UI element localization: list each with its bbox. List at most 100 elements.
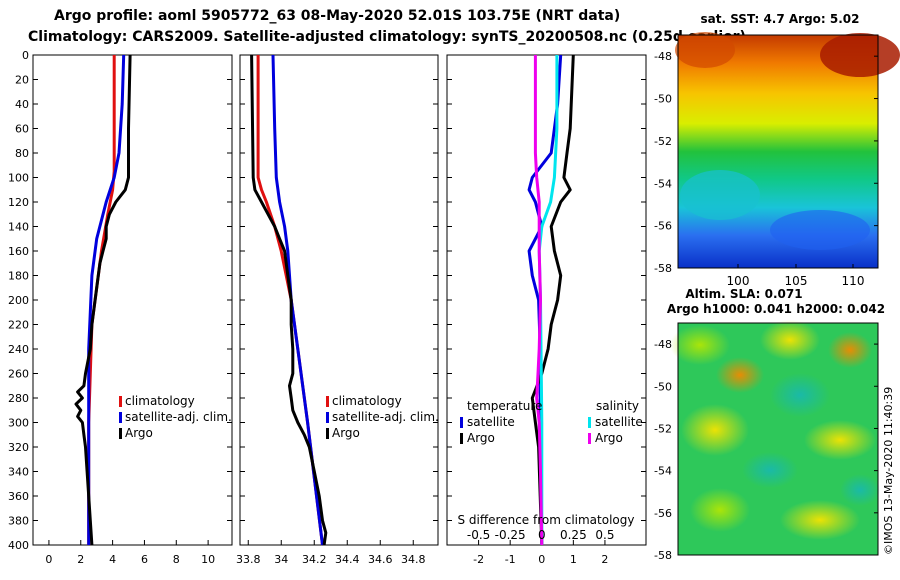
x-tick-label: 33.8 [236,553,261,566]
lat-tick-label: -54 [654,465,672,478]
depth-tick-label: 360 [8,490,29,503]
legend-swatch [460,417,463,428]
legend-swatch [326,396,329,407]
legend-label: Argo [332,426,360,440]
x-tick-label: 0 [45,553,52,566]
sla-blob [780,500,860,540]
series-line [537,55,559,545]
lat-tick-label: -52 [654,422,672,435]
depth-tick-label: 380 [8,515,29,528]
depth-tick-label: 320 [8,441,29,454]
depth-tick-label: 0 [22,49,29,62]
x-tick-label: 34.6 [368,553,393,566]
sla-blob [690,488,750,532]
lat-tick-label: -56 [654,220,672,233]
plot-frame [446,54,647,546]
secondary-axis-label: S difference from climatology [458,513,635,527]
lat-tick-label: -58 [654,549,672,562]
sla-map-frame [677,322,879,556]
depth-tick-label: 120 [8,196,29,209]
x-tick-label: 34.4 [335,553,360,566]
sst-map-title: sat. SST: 4.7 Argo: 5.02 [700,12,859,26]
legend-swatch [326,428,329,439]
sla-blob [804,420,876,460]
x-tick-label: 2 [601,553,608,566]
x-tick-label: 34.8 [401,553,426,566]
sst-warm-patch [675,32,735,68]
depth-tick-label: 200 [8,294,29,307]
legend-swatch [119,412,122,423]
depth-tick-label: 400 [8,539,29,552]
legend-label: satellite [595,415,643,429]
x-tick-label: 34.2 [302,553,327,566]
secondary-tick-label: -0.5 [467,528,490,542]
sla-blob [742,452,798,488]
series-line [530,54,575,546]
sla-blob [760,320,820,360]
sst-cool-patch [680,170,760,220]
difference-panel: -2 -1 0 1 2 S difference from climatology-0.5… [446,54,647,566]
sst-warm-patch [820,33,900,77]
sla-blob [716,357,764,393]
lon-tick-label: 100 [727,274,750,288]
depth-tick-label: 340 [8,466,29,479]
lat-tick-label: -48 [654,50,672,63]
lat-tick-label: -56 [654,507,672,520]
depth-tick-label: 80 [15,147,29,160]
x-tick-label: -2 [473,553,484,566]
lat-tick-label: -58 [654,262,672,275]
depth-tick-label: 260 [8,368,29,381]
legend-title-salinity: salinity [596,399,639,413]
legend-swatch [119,396,122,407]
depth-tick-label: 60 [15,123,29,136]
legend-title-temperature: temperature [467,399,542,413]
salinity-panel: 33.8 34 34.2 34.4 34.6 34.8 climatology satelli… [236,54,439,566]
temperature-panel: 0 2 4 6 8 10 climatology satellite-adj. clim. Ar… [32,54,233,566]
secondary-tick-label: 0.25 [560,528,587,542]
sla-blob [670,325,730,365]
legend-swatch [588,417,591,428]
sla-lat-axis: -48 -50 -52 -54 -56 -58 [654,338,878,562]
sla-blob [681,404,749,456]
sla-map: -48 -50 -52 -54 -56 -58 [654,320,880,562]
legend-label: satellite-adj. clim. [125,410,232,424]
x-tick-label: 10 [201,553,215,566]
lat-tick-label: -54 [654,177,672,190]
series-line [87,54,126,545]
secondary-tick-label: 0 [538,528,546,542]
legend-label: satellite [467,415,515,429]
series-line [533,55,544,546]
sst-cool-patch [770,210,870,250]
plot-frame [239,54,439,546]
sst-map: -48 -50 -52 -54 -56 -58 100 105 110 [654,32,900,288]
lat-tick-label: -50 [654,93,672,106]
legend-label: Argo [467,431,495,445]
series-line [250,54,328,546]
depth-tick-label: 40 [15,98,29,111]
x-tick-label: 6 [141,553,148,566]
x-tick-label: 2 [77,553,84,566]
depth-tick-label: 280 [8,392,29,405]
sla-blob [828,332,872,368]
depth-tick-label: 180 [8,270,29,283]
figure-title-line1: Argo profile: aoml 5905772_63 08-May-202… [54,8,620,24]
depth-axis-labels: 0 20 40 60 80 100 120 140 160 180 200 220 240 260 280 3… [8,49,29,552]
depth-tick-label: 300 [8,417,29,430]
legend-swatch [119,428,122,439]
lat-tick-label: -50 [654,380,672,393]
legend-label: Argo [125,426,153,440]
x-tick-label: 4 [109,553,116,566]
series-line [74,54,132,546]
lat-tick-label: -52 [654,135,672,148]
plot-frame [32,54,233,546]
depth-tick-label: 220 [8,319,29,332]
sla-map-title-2: Argo h1000: 0.041 h2000: 0.042 [667,302,885,316]
depth-tick-label: 140 [8,221,29,234]
x-tick-label: 1 [570,553,577,566]
x-tick-label: 0 [538,553,545,566]
sst-lat-axis: -48 -50 -52 -54 -56 -58 [654,50,878,275]
lat-tick-label: -48 [654,338,672,351]
legend-label: climatology [125,394,195,408]
legend-label: Argo [595,431,623,445]
copyright-label: ©IMOS 13-May-2020 11:40:39 [882,387,895,555]
